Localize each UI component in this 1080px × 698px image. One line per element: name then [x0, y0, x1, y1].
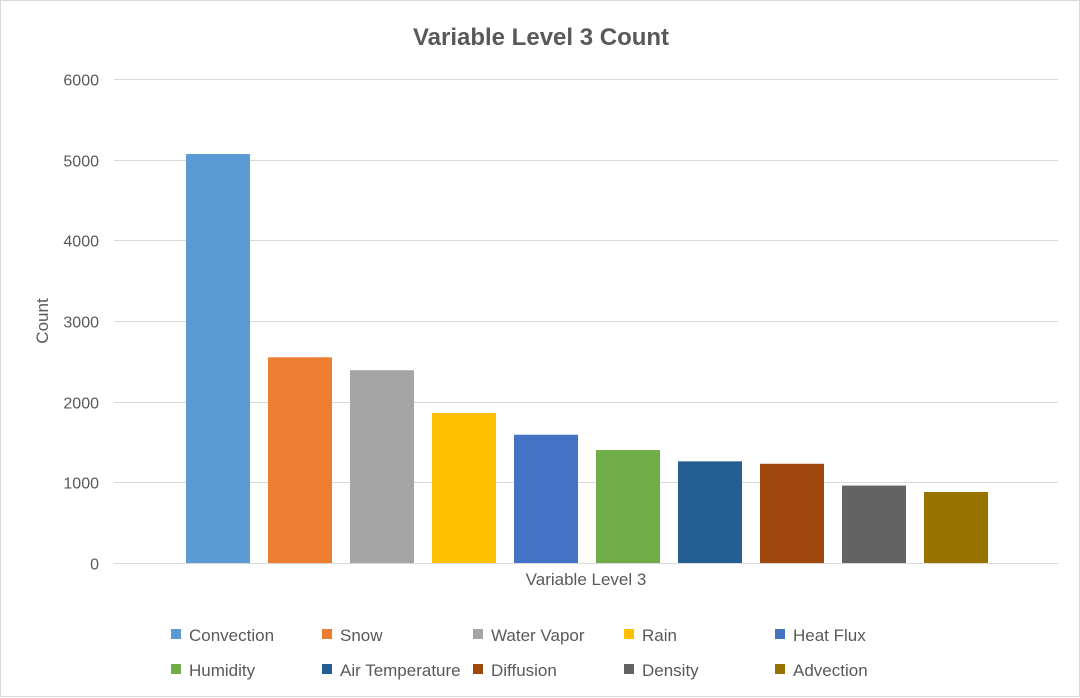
legend-label: Rain: [642, 626, 677, 645]
legend-label: Heat Flux: [793, 626, 866, 645]
y-tick-label: 3000: [63, 315, 99, 332]
legend-item: Water Vapor: [473, 626, 585, 645]
legend-label: Diffusion: [491, 661, 557, 680]
y-tick-label: 1000: [63, 476, 99, 493]
y-axis-label: Count: [33, 298, 52, 344]
y-tick-label: 6000: [63, 73, 99, 90]
y-tick-label: 5000: [63, 154, 99, 171]
y-axis-ticks: 0 1000 2000 3000 4000 5000 6000: [63, 73, 99, 574]
legend-label: Water Vapor: [491, 626, 585, 645]
bar-convection: [186, 154, 250, 563]
chart-title: Variable Level 3 Count: [413, 24, 669, 51]
x-axis-label: Variable Level 3: [526, 570, 647, 589]
legend-label: Air Temperature: [340, 661, 461, 680]
y-tick-label: 0: [90, 557, 99, 574]
legend-label: Convection: [189, 626, 274, 645]
legend-item: Convection: [171, 626, 274, 645]
bar-heat-flux: [514, 434, 578, 563]
bar-diffusion: [760, 463, 824, 563]
legend-swatch: [775, 664, 785, 674]
y-tick-label: 2000: [63, 396, 99, 413]
legend-swatch: [473, 664, 483, 674]
legend: Convection Snow Water Vapor Rain Heat Flux Hu…: [171, 626, 868, 680]
legend-swatch: [322, 629, 332, 639]
legend-label: Advection: [793, 661, 868, 680]
legend-swatch: [171, 664, 181, 674]
legend-swatch: [473, 629, 483, 639]
bar-advection: [924, 492, 988, 563]
legend-item: Density: [624, 661, 699, 680]
y-tick-label: 4000: [63, 234, 99, 251]
legend-swatch: [624, 664, 634, 674]
bars: [186, 154, 988, 563]
legend-label: Snow: [340, 626, 383, 645]
legend-item: Humidity: [171, 661, 256, 680]
legend-swatch: [624, 629, 634, 639]
bar-water-vapor: [350, 370, 414, 563]
bar-humidity: [596, 450, 660, 563]
bar-density: [842, 485, 906, 563]
legend-item: Snow: [322, 626, 383, 645]
legend-item: Rain: [624, 626, 677, 645]
legend-item: Diffusion: [473, 661, 557, 680]
gridlines: [114, 79, 1058, 564]
legend-item: Advection: [775, 661, 868, 680]
bar-air-temperature: [678, 461, 742, 563]
bar-snow: [268, 357, 332, 563]
legend-swatch: [322, 664, 332, 674]
legend-swatch: [775, 629, 785, 639]
legend-label: Humidity: [189, 661, 256, 680]
legend-item: Air Temperature: [322, 661, 461, 680]
legend-item: Heat Flux: [775, 626, 866, 645]
bar-rain: [432, 412, 496, 563]
legend-swatch: [171, 629, 181, 639]
legend-label: Density: [642, 661, 699, 680]
